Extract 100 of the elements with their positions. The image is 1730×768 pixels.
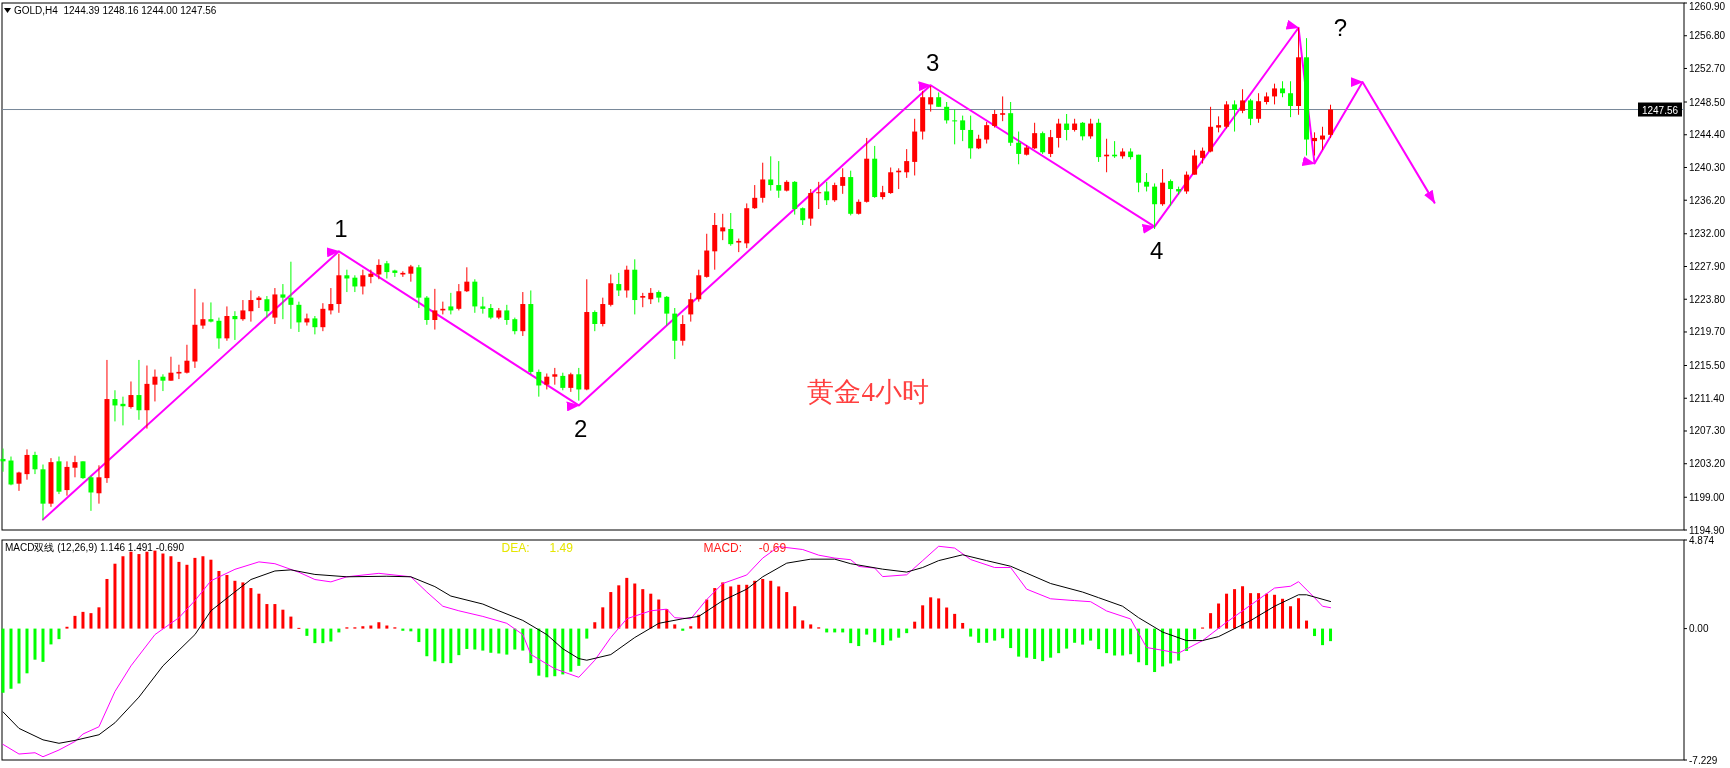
bar [609, 592, 613, 629]
bar [257, 593, 261, 629]
bar [161, 553, 165, 629]
y-tick-label: 4.874 [1689, 534, 1715, 546]
bar [81, 611, 85, 629]
y-tick-label: 1194.90 [1689, 524, 1725, 536]
bar [225, 574, 229, 629]
y-tick-label: 1236.20 [1689, 194, 1726, 206]
annotation: 黄金4小时 [807, 376, 929, 407]
bar [697, 614, 701, 629]
bar [417, 628, 421, 643]
bar [1169, 628, 1173, 664]
bar [369, 625, 373, 629]
bar [425, 628, 429, 657]
bar [17, 628, 21, 684]
bar [777, 586, 781, 629]
bar [689, 626, 693, 629]
bar [385, 625, 389, 629]
bar [593, 622, 597, 629]
bar [1329, 628, 1333, 642]
bar [1217, 603, 1221, 629]
y-tick-label: 1244.40 [1689, 129, 1726, 141]
y-tick-label: 0.00 [1689, 623, 1709, 635]
bar [873, 628, 877, 643]
bar [761, 578, 765, 629]
bar [1113, 628, 1117, 656]
bar [1001, 628, 1005, 639]
bar [913, 621, 917, 629]
bar [633, 583, 637, 629]
bar [1249, 593, 1253, 629]
bar [793, 606, 797, 629]
chart-title: GOLD,H4 1244.39 1248.16 1244.00 1247.56 [14, 5, 217, 16]
bar [441, 628, 445, 664]
bar [497, 628, 501, 654]
bar [201, 556, 205, 629]
y-tick-label: 1199.00 [1689, 491, 1725, 503]
bar [145, 551, 149, 629]
bar [1321, 628, 1325, 646]
bar [9, 628, 13, 689]
bar [521, 628, 525, 651]
bar [1193, 628, 1197, 640]
bar [513, 628, 517, 650]
bar [1033, 628, 1037, 659]
bar [25, 628, 29, 674]
bar [241, 582, 245, 629]
bar [1161, 628, 1165, 667]
bar [1097, 628, 1101, 650]
y-tick-label: 1232.00 [1689, 228, 1726, 240]
bar [553, 628, 557, 677]
bar [1145, 628, 1149, 666]
bar [625, 577, 629, 629]
bar [289, 616, 293, 629]
annotation: MACD: -0.69 [703, 541, 787, 555]
bar [457, 628, 461, 656]
bar [769, 580, 773, 629]
y-tick-label: 1227.90 [1689, 261, 1726, 272]
bar [329, 628, 333, 642]
bar [865, 628, 869, 635]
bar [1009, 628, 1013, 649]
bar [185, 564, 189, 629]
bar [129, 551, 133, 629]
bar [977, 628, 981, 643]
bar [569, 628, 573, 672]
bar [617, 585, 621, 629]
bar [305, 628, 309, 636]
bar [209, 559, 213, 629]
bar [121, 556, 125, 629]
bar [1041, 628, 1045, 662]
bar [953, 613, 957, 629]
bar [809, 624, 813, 629]
bar [1121, 628, 1125, 656]
bar [1305, 620, 1309, 629]
bar [969, 628, 973, 637]
y-tick-label: 1240.30 [1689, 161, 1726, 173]
annotation: 2 [574, 415, 588, 443]
bar [41, 628, 45, 662]
ref-line-label: 1247.56 [1641, 104, 1679, 116]
bar [57, 628, 61, 640]
bar [1089, 628, 1093, 641]
annotation: ? [1333, 13, 1348, 41]
bar [137, 554, 141, 629]
bar [73, 615, 77, 629]
bar [881, 628, 885, 646]
bar [1025, 628, 1029, 658]
bar [737, 584, 741, 629]
bar [1313, 628, 1317, 637]
bar [273, 604, 277, 629]
bar [921, 605, 925, 629]
annotation: 3 [925, 49, 940, 77]
bar [1, 628, 5, 693]
bar [1137, 628, 1141, 663]
bar [1073, 628, 1077, 643]
y-tick-label: 1219.70 [1689, 326, 1726, 338]
bar [1129, 628, 1133, 655]
bar [177, 561, 181, 629]
bar [897, 628, 901, 638]
bar [601, 607, 605, 629]
bar [721, 582, 725, 629]
bar [433, 628, 437, 662]
bar [785, 592, 789, 629]
